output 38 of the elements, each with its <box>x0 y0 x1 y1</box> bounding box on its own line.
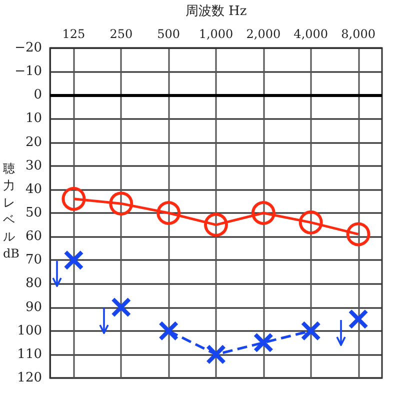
x-axis-title: 周波数 Hz <box>185 4 247 19</box>
y-tick-label: 70 <box>25 252 42 268</box>
point <box>204 212 228 237</box>
point <box>251 201 276 225</box>
y-tick-label: 40 <box>25 182 42 197</box>
x-tick-label: 500 <box>157 27 180 41</box>
x-tick-label: 125 <box>62 27 86 41</box>
point <box>346 222 370 246</box>
y-tick-label: 90 <box>25 300 42 315</box>
y-tick-label: 0 <box>34 88 42 103</box>
y-tick-label: −20 <box>14 40 42 56</box>
point <box>64 250 84 270</box>
x-tick-label: 4,000 <box>294 27 328 41</box>
point <box>112 298 131 317</box>
y-tick-label: 20 <box>25 134 42 150</box>
y-tick-label: −10 <box>14 64 42 80</box>
x-tick-label: 1,000 <box>198 27 234 41</box>
point <box>206 344 226 364</box>
y-tick-label: 120 <box>17 370 42 386</box>
point <box>298 210 323 234</box>
y-tick-label: 60 <box>25 229 42 244</box>
point <box>254 333 273 352</box>
y-tick-label: 10 <box>25 111 42 126</box>
point <box>348 310 368 329</box>
point <box>159 321 178 340</box>
x-tick-label: 250 <box>110 27 133 41</box>
y-tick-label: 110 <box>17 346 42 362</box>
point <box>109 192 134 216</box>
point <box>156 201 181 225</box>
point <box>301 321 320 340</box>
x-tick-label: 8,000 <box>341 27 376 41</box>
x-tick-label: 2,000 <box>246 27 281 41</box>
y-tick-label: 100 <box>17 323 42 338</box>
y-tick-label: 30 <box>25 158 42 174</box>
point <box>62 186 86 211</box>
y-tick-label: 50 <box>25 206 42 220</box>
y-tick-label: 80 <box>25 276 42 292</box>
y-axis-title: 聴力レベル dB <box>3 162 20 260</box>
